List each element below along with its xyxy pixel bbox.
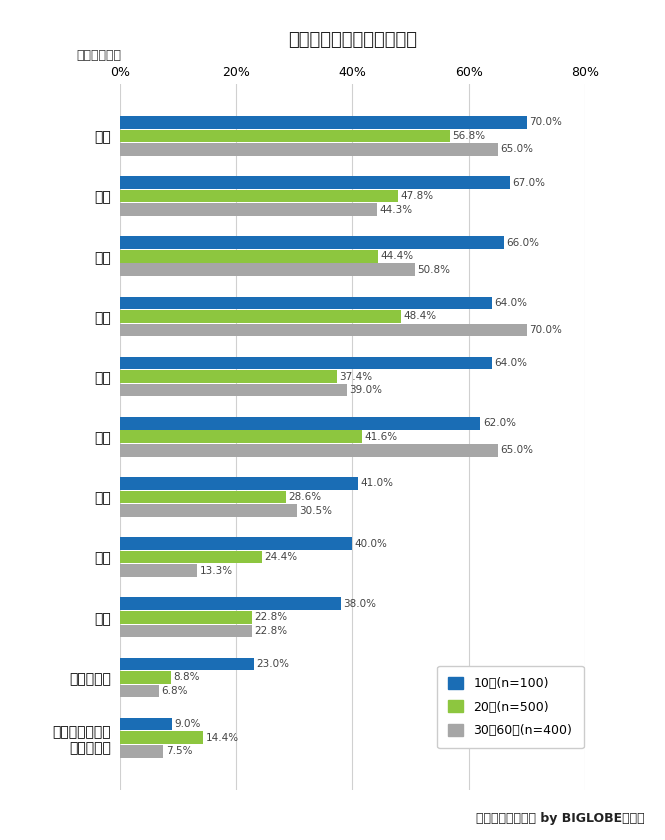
Bar [120,444,498,457]
Text: 14.4%: 14.4% [206,732,239,743]
Bar [120,477,358,490]
Bar [120,190,398,202]
Text: 64.0%: 64.0% [495,298,527,308]
Text: 8.8%: 8.8% [173,673,200,682]
Bar [120,297,492,309]
Bar [120,250,378,263]
Text: 65.0%: 65.0% [500,445,533,455]
Bar [120,685,160,697]
Text: 23.0%: 23.0% [256,659,289,669]
Text: 70.0%: 70.0% [529,325,562,335]
Bar [120,176,509,189]
Bar [120,611,253,623]
Text: 50.8%: 50.8% [418,265,451,275]
Bar [120,597,341,610]
Bar [120,538,352,550]
Bar [120,491,286,503]
Text: 13.3%: 13.3% [200,565,233,575]
Bar [120,310,402,323]
Text: 9.0%: 9.0% [174,719,201,729]
Bar [120,625,253,638]
Text: 70.0%: 70.0% [529,118,562,128]
Text: 56.8%: 56.8% [452,131,485,141]
Bar [120,732,203,744]
Text: 28.6%: 28.6% [289,492,322,502]
Bar [120,357,492,370]
Bar [120,236,504,249]
Text: 24.4%: 24.4% [264,552,297,562]
Bar [120,370,337,383]
Text: 67.0%: 67.0% [512,177,545,187]
Bar [120,129,450,142]
Text: 44.4%: 44.4% [380,251,414,261]
Text: 39.0%: 39.0% [349,386,382,395]
Bar [120,417,480,429]
Text: 65.0%: 65.0% [500,144,533,155]
Bar [120,671,171,684]
Text: 66.0%: 66.0% [506,238,539,248]
Text: 「あしたメディア by BIGLOBE」調べ: 「あしたメディア by BIGLOBE」調べ [476,812,645,825]
Text: 47.8%: 47.8% [400,192,434,201]
Legend: 10代(n=100), 20代(n=500), 30～60代(n=400): 10代(n=100), 20代(n=500), 30～60代(n=400) [437,666,584,748]
Bar [120,116,527,129]
Text: 44.3%: 44.3% [380,205,413,215]
Text: 40.0%: 40.0% [355,538,388,549]
Bar [120,430,362,444]
Text: 62.0%: 62.0% [483,418,516,428]
Bar [120,264,415,276]
Text: （複数回答）: （複数回答） [76,49,122,61]
Text: 38.0%: 38.0% [343,599,376,609]
Bar [120,203,378,216]
Bar [120,384,346,396]
Text: 48.4%: 48.4% [404,312,437,322]
Text: 7.5%: 7.5% [166,746,192,756]
Text: 64.0%: 64.0% [495,358,527,368]
Bar [120,323,527,336]
Bar [120,551,262,564]
Text: 41.0%: 41.0% [360,479,394,488]
Text: 30.5%: 30.5% [299,506,332,516]
Text: 22.8%: 22.8% [255,612,288,622]
Bar [120,658,253,670]
Bar [120,564,197,577]
Text: 22.8%: 22.8% [255,626,288,636]
Text: 41.6%: 41.6% [364,432,397,442]
Bar [120,143,498,155]
Text: 37.4%: 37.4% [340,371,373,381]
Bar [120,718,172,731]
Title: 人生で大切にしているもの: 人生で大切にしているもの [288,31,417,49]
Bar [120,504,297,517]
Text: 6.8%: 6.8% [162,686,188,696]
Bar [120,745,164,758]
